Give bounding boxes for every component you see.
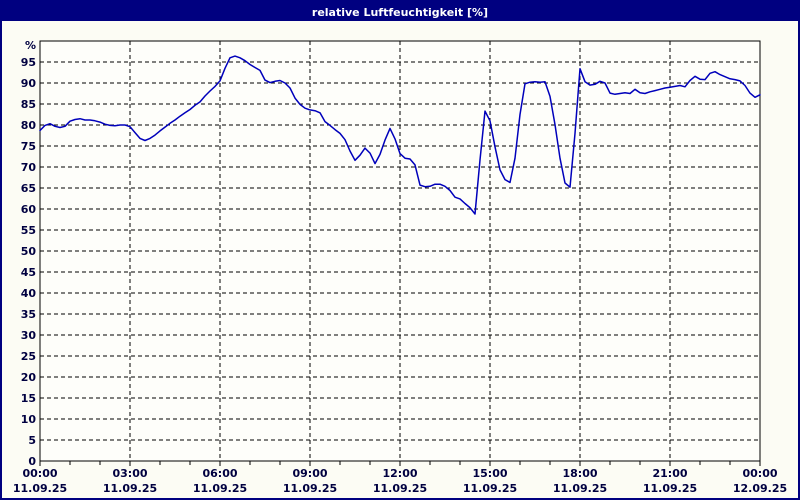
y-tick-label: 80 <box>21 119 37 132</box>
x-tick-date-label: 12.09.25 <box>733 482 787 495</box>
x-tick-time-label: 21:00 <box>652 467 687 480</box>
y-tick-label: 55 <box>21 224 36 237</box>
x-tick-time-label: 12:00 <box>382 467 417 480</box>
chart-title: relative Luftfeuchtigkeit [%] <box>311 6 489 19</box>
x-tick-time-label: 00:00 <box>22 467 57 480</box>
y-tick-label: 60 <box>21 203 37 216</box>
y-tick-label: 45 <box>21 266 36 279</box>
x-tick-date-label: 11.09.25 <box>553 482 607 495</box>
x-tick-date-label: 11.09.25 <box>283 482 337 495</box>
y-tick-label: 25 <box>21 350 36 363</box>
y-tick-label: 90 <box>21 77 37 90</box>
x-tick-time-label: 00:00 <box>742 467 777 480</box>
y-tick-label: 35 <box>21 308 36 321</box>
y-tick-label: 95 <box>21 56 36 69</box>
y-tick-label: 20 <box>21 371 37 384</box>
y-tick-label: 70 <box>21 161 37 174</box>
title-bar: relative Luftfeuchtigkeit [%] <box>0 0 800 21</box>
humidity-series-line <box>39 55 761 215</box>
y-tick-label: 15 <box>21 392 36 405</box>
x-tick-date-label: 11.09.25 <box>193 482 247 495</box>
x-tick-date-label: 11.09.25 <box>13 482 67 495</box>
y-tick-label: 40 <box>21 287 37 300</box>
y-axis-unit-label: % <box>25 39 36 52</box>
y-tick-label: 75 <box>21 140 36 153</box>
y-tick-label: 65 <box>21 182 36 195</box>
x-tick-date-label: 11.09.25 <box>103 482 157 495</box>
y-tick-label: 50 <box>21 245 37 258</box>
y-tick-label: 10 <box>21 413 37 426</box>
x-tick-time-label: 15:00 <box>472 467 507 480</box>
y-tick-label: 0 <box>28 455 36 468</box>
x-tick-date-label: 11.09.25 <box>463 482 517 495</box>
x-tick-time-label: 06:00 <box>202 467 237 480</box>
y-tick-label: 85 <box>21 98 36 111</box>
y-tick-label: 30 <box>21 329 37 342</box>
x-tick-date-label: 11.09.25 <box>643 482 697 495</box>
y-tick-label: 5 <box>28 434 36 447</box>
x-tick-time-label: 18:00 <box>562 467 597 480</box>
x-tick-time-label: 09:00 <box>292 467 327 480</box>
x-tick-date-label: 11.09.25 <box>373 482 427 495</box>
x-tick-time-label: 03:00 <box>112 467 147 480</box>
